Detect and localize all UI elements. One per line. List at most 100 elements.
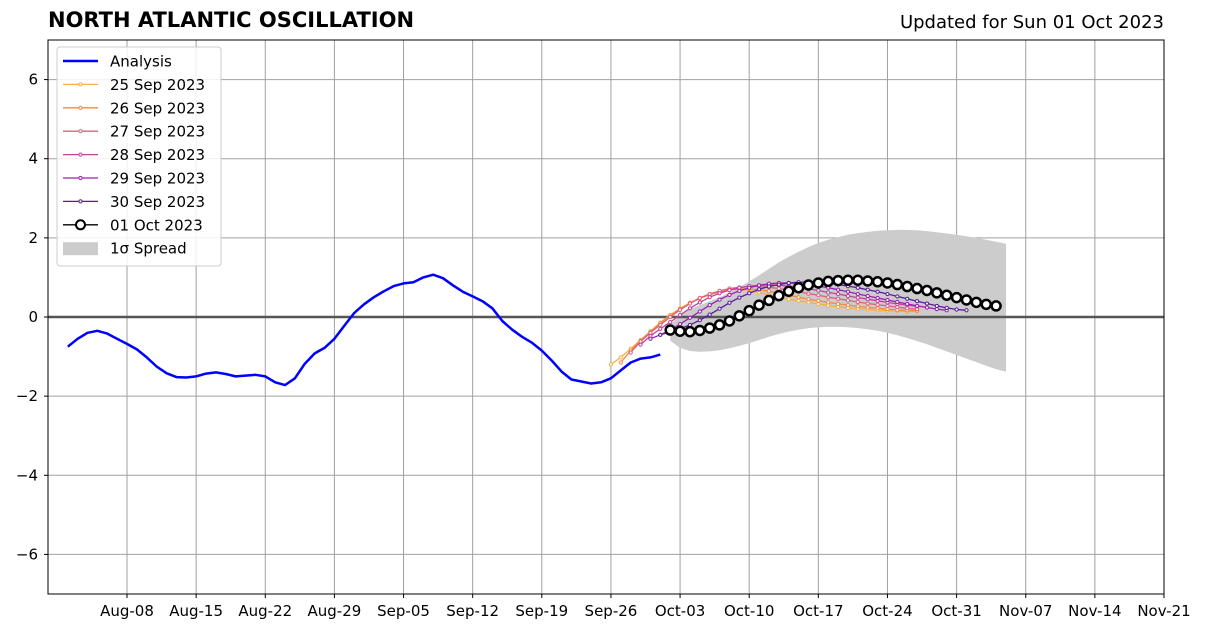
y-tick-label: −2 [16, 387, 38, 405]
forecast-point [980, 298, 992, 311]
forecast-point [717, 291, 722, 296]
forecast-point [944, 305, 949, 310]
forecast-point [697, 318, 702, 323]
forecast-point [796, 298, 801, 303]
forecast-point [914, 299, 920, 304]
forecast-point [905, 301, 910, 307]
forecast-point [826, 295, 831, 300]
legend-label: 29 Sep 2023 [110, 170, 205, 188]
forecast-point [816, 298, 821, 303]
forecast-point [816, 293, 821, 298]
forecast-point [845, 298, 851, 303]
x-tick-label: Oct-10 [724, 602, 774, 620]
legend-swatch-marker [78, 129, 83, 134]
forecast-point [628, 350, 633, 355]
forecast-point [707, 312, 712, 317]
forecast-point [737, 295, 742, 300]
x-tick-label: Sep-12 [446, 602, 499, 620]
x-tick-label: Aug-22 [238, 602, 292, 620]
x-tick-label: Oct-24 [862, 602, 912, 620]
y-tick-label: 4 [28, 150, 38, 168]
forecast-point [684, 325, 696, 338]
forecast-point [697, 295, 702, 301]
forecast-point [970, 296, 983, 309]
forecast-point [822, 275, 834, 288]
forecast-point [835, 296, 841, 301]
forecast-point [990, 300, 1002, 312]
forecast-point [703, 322, 716, 334]
y-tick-label: −6 [16, 545, 38, 563]
forecast-point [826, 290, 831, 295]
forecast-point [924, 301, 930, 306]
forecast-point [796, 295, 801, 300]
forecast-point [885, 303, 890, 309]
forecast-point [901, 280, 913, 293]
legend-box [56, 46, 222, 267]
forecast-point [658, 332, 663, 337]
forecast-point [802, 279, 815, 291]
forecast-point [792, 281, 805, 294]
forecast-point [713, 319, 726, 331]
forecast-point [707, 295, 712, 300]
x-tick-label: Sep-19 [515, 602, 568, 620]
forecast-point [960, 294, 973, 306]
x-tick-label: Nov-21 [1137, 602, 1190, 620]
forecast-point [845, 289, 851, 294]
forecast-point [950, 291, 963, 304]
y-tick-label: 6 [28, 71, 38, 89]
forecast-point [782, 285, 795, 298]
x-tick-label: Oct-17 [793, 602, 843, 620]
analysis-line [67, 273, 661, 387]
forecast-point [875, 289, 880, 294]
forecast-point [733, 310, 746, 322]
legend-swatch-marker [78, 199, 83, 204]
forecast-point [677, 307, 683, 312]
forecast-point [895, 294, 900, 299]
legend-swatch-marker [78, 82, 83, 87]
forecast-point [835, 291, 841, 297]
forecast-point [697, 309, 702, 314]
x-tick-label: Aug-29 [308, 602, 362, 620]
forecast-point [875, 302, 880, 307]
chart-title: NORTH ATLANTIC OSCILLATION [48, 8, 415, 32]
forecast-point [855, 295, 860, 300]
forecast-point [905, 296, 910, 301]
forecast-point [648, 336, 653, 341]
forecast-point [954, 307, 959, 312]
forecast-point [756, 287, 762, 292]
forecast-point [875, 295, 880, 301]
x-tick-label: Aug-08 [100, 602, 154, 620]
forecast-point [852, 274, 864, 286]
forecast-point [747, 291, 752, 296]
legend-swatch-marker [75, 219, 86, 231]
forecast-point [921, 284, 933, 297]
forecast-point [727, 292, 732, 297]
forecast-point [816, 288, 821, 293]
forecast-point [861, 275, 874, 287]
forecast-point [855, 304, 860, 309]
forecast-point [766, 289, 772, 294]
forecast-point [891, 278, 904, 291]
y-tick-label: 0 [28, 308, 38, 326]
forecast-point [875, 306, 880, 311]
forecast-point [723, 315, 736, 327]
forecast-point [658, 326, 663, 331]
legend-label: 26 Sep 2023 [110, 99, 205, 117]
y-tick-label: −4 [16, 466, 38, 484]
forecast-point [934, 303, 939, 309]
forecast-point [964, 308, 969, 313]
forecast-point [885, 297, 890, 303]
x-tick-label: Nov-07 [999, 602, 1052, 620]
forecast-point [931, 287, 943, 299]
forecast-point [826, 300, 831, 305]
forecast-point [687, 301, 693, 306]
forecast-point [842, 274, 854, 286]
updated-date: Updated for Sun 01 Oct 2023 [899, 12, 1164, 33]
forecast-point [674, 325, 686, 337]
forecast-point [677, 322, 683, 327]
forecast-point [786, 280, 791, 286]
forecast-point [727, 300, 732, 305]
forecast-point [717, 306, 722, 311]
legend-label: 01 Oct 2023 [110, 216, 203, 234]
